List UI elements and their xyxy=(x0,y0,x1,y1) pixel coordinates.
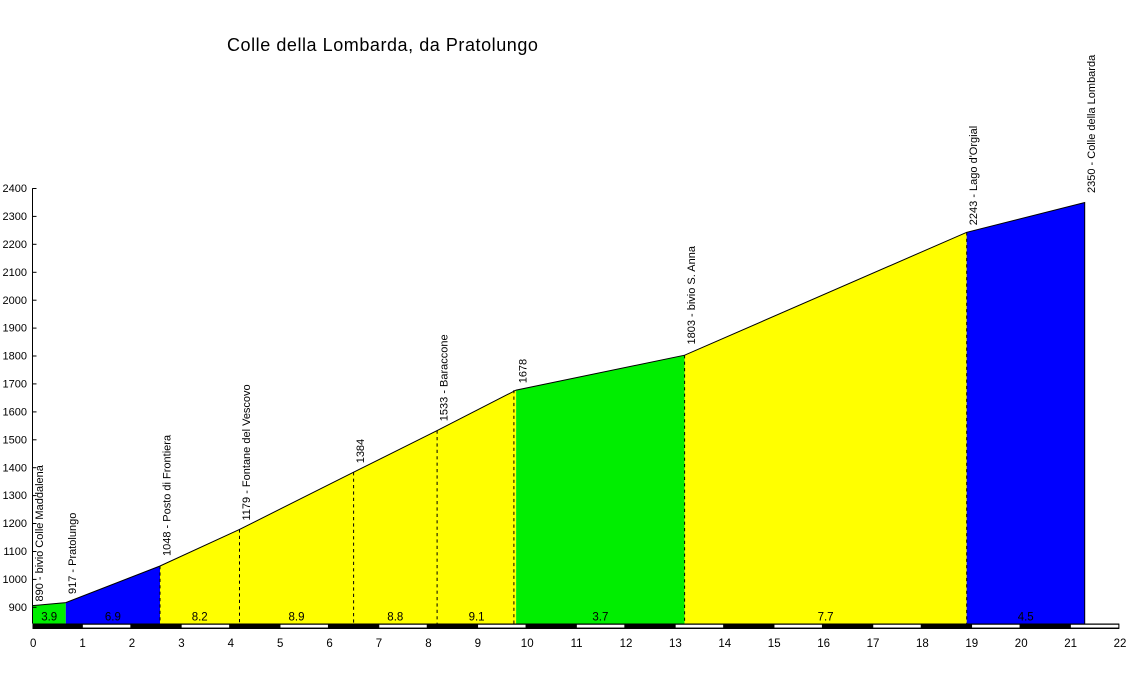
svg-text:1678: 1678 xyxy=(518,359,530,383)
svg-text:17: 17 xyxy=(867,638,880,650)
svg-text:2000: 2000 xyxy=(3,295,27,307)
svg-text:1400: 1400 xyxy=(3,462,27,474)
svg-text:1300: 1300 xyxy=(3,490,27,502)
svg-text:3: 3 xyxy=(178,638,184,650)
svg-text:2350 - Colle della Lombarda: 2350 - Colle della Lombarda xyxy=(1086,54,1098,193)
svg-text:9.1: 9.1 xyxy=(469,611,485,623)
svg-text:1384: 1384 xyxy=(355,439,367,463)
svg-text:10: 10 xyxy=(521,638,534,650)
svg-text:3.7: 3.7 xyxy=(592,611,608,623)
svg-text:7: 7 xyxy=(376,638,382,650)
svg-text:1800: 1800 xyxy=(3,351,27,363)
svg-text:3.9: 3.9 xyxy=(41,611,57,623)
svg-text:5: 5 xyxy=(277,638,283,650)
svg-text:2200: 2200 xyxy=(3,239,27,251)
svg-text:1000: 1000 xyxy=(3,574,27,586)
svg-text:20: 20 xyxy=(1015,638,1028,650)
svg-text:1048 - Posto di Frontiera: 1048 - Posto di Frontiera xyxy=(161,434,173,556)
svg-text:4: 4 xyxy=(228,638,235,650)
svg-text:6: 6 xyxy=(326,638,332,650)
svg-text:16: 16 xyxy=(817,638,830,650)
svg-text:1500: 1500 xyxy=(3,434,27,446)
svg-text:900: 900 xyxy=(9,602,27,614)
svg-text:2243 - Lago d'Orgial: 2243 - Lago d'Orgial xyxy=(968,126,980,225)
svg-text:8.2: 8.2 xyxy=(192,611,208,623)
svg-text:8.8: 8.8 xyxy=(387,611,403,623)
svg-text:18: 18 xyxy=(916,638,929,650)
svg-text:13: 13 xyxy=(669,638,682,650)
svg-text:1100: 1100 xyxy=(3,546,27,558)
svg-text:1600: 1600 xyxy=(3,407,27,419)
svg-text:917 - Pratolungo: 917 - Pratolungo xyxy=(67,513,79,594)
svg-text:11: 11 xyxy=(571,638,583,650)
svg-text:12: 12 xyxy=(620,638,633,650)
svg-text:1803 - bivio S. Anna: 1803 - bivio S. Anna xyxy=(686,245,698,344)
svg-text:2100: 2100 xyxy=(3,267,27,279)
svg-text:1200: 1200 xyxy=(3,518,27,530)
svg-text:8.9: 8.9 xyxy=(289,611,305,623)
svg-text:8: 8 xyxy=(425,638,431,650)
svg-text:2: 2 xyxy=(129,638,135,650)
svg-text:1700: 1700 xyxy=(3,379,27,391)
svg-text:9: 9 xyxy=(475,638,481,650)
svg-text:15: 15 xyxy=(768,638,781,650)
svg-text:21: 21 xyxy=(1064,638,1077,650)
svg-text:7.7: 7.7 xyxy=(818,611,834,623)
svg-text:22: 22 xyxy=(1114,638,1127,650)
svg-text:1: 1 xyxy=(79,638,85,650)
svg-text:14: 14 xyxy=(718,638,731,650)
svg-text:1900: 1900 xyxy=(3,323,27,335)
svg-text:6.9: 6.9 xyxy=(105,611,121,623)
svg-text:4.5: 4.5 xyxy=(1018,611,1034,623)
svg-text:890 - bivio Colle Maddalena: 890 - bivio Colle Maddalena xyxy=(34,464,46,601)
svg-text:1179 - Fontane del Vescovo: 1179 - Fontane del Vescovo xyxy=(241,384,253,520)
svg-text:Colle della Lombarda, da Prato: Colle della Lombarda, da Pratolungo xyxy=(227,35,538,55)
svg-text:1533 - Baraccone: 1533 - Baraccone xyxy=(439,334,451,421)
svg-text:19: 19 xyxy=(965,638,978,650)
svg-text:2300: 2300 xyxy=(3,211,27,223)
svg-text:0: 0 xyxy=(30,638,36,650)
svg-text:2400: 2400 xyxy=(3,183,27,195)
